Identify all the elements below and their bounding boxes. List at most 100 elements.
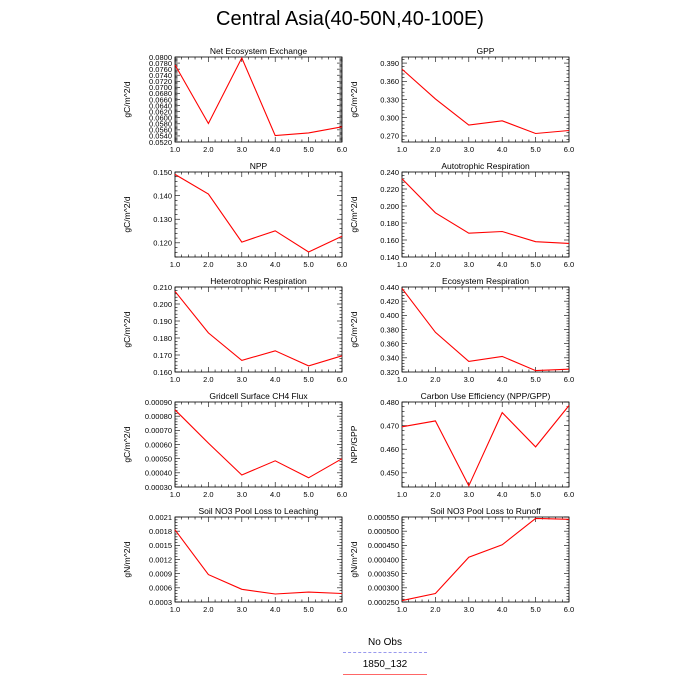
x-tick-label: 3.0 bbox=[464, 260, 474, 269]
x-tick-label: 3.0 bbox=[237, 490, 247, 499]
series-line bbox=[401, 288, 570, 372]
y-tick-label: 0.480 bbox=[380, 398, 399, 407]
x-tick-label: 1.0 bbox=[170, 145, 180, 154]
y-tick-label: 0.0021 bbox=[149, 513, 172, 522]
y-tick-label: 0.0700 bbox=[149, 83, 172, 92]
x-tick-label: 1.0 bbox=[170, 260, 180, 269]
x-tick-label: 5.0 bbox=[303, 145, 313, 154]
y-tick-label: 0.390 bbox=[380, 59, 399, 68]
y-tick-label: 0.300 bbox=[380, 114, 399, 123]
y-axis-label: gC/m^2/d bbox=[122, 311, 132, 347]
panel-title: Autotrophic Respiration bbox=[441, 161, 530, 171]
y-tick-label: 0.0009 bbox=[149, 569, 172, 578]
y-tick-label: 0.140 bbox=[153, 191, 172, 200]
panel-title: NPP bbox=[250, 161, 268, 171]
y-tick-label: 0.150 bbox=[153, 168, 172, 177]
x-tick-label: 6.0 bbox=[564, 605, 574, 614]
plot-frame bbox=[174, 56, 343, 143]
x-tick-label: 5.0 bbox=[530, 375, 540, 384]
x-tick-label: 2.0 bbox=[430, 145, 440, 154]
panel-soil-no3-pool-loss-to-runoff: Soil NO3 Pool Loss to Runoff 1.0 2.0 3.0 4.0… bbox=[349, 506, 574, 614]
x-tick-label: 5.0 bbox=[530, 490, 540, 499]
plot-frame bbox=[401, 516, 570, 603]
y-axis-label: NPP/GPP bbox=[349, 425, 359, 463]
series-line bbox=[174, 290, 343, 367]
y-tick-label: 0.00030 bbox=[145, 483, 172, 492]
x-tick-label: 6.0 bbox=[337, 260, 347, 269]
y-tick-label: 0.360 bbox=[380, 339, 399, 348]
y-axis-label: gC/m^2/d bbox=[122, 426, 132, 462]
plot-frame bbox=[174, 401, 343, 488]
y-tick-label: 0.0800 bbox=[149, 53, 172, 62]
x-tick-label: 6.0 bbox=[337, 375, 347, 384]
y-tick-label: 0.120 bbox=[153, 239, 172, 248]
y-axis-label: gC/m^2/d bbox=[122, 196, 132, 232]
y-tick-label: 0.200 bbox=[153, 300, 172, 309]
x-tick-label: 6.0 bbox=[564, 145, 574, 154]
x-tick-label: 1.0 bbox=[397, 145, 407, 154]
x-tick-label: 3.0 bbox=[237, 260, 247, 269]
y-tick-label: 0.0580 bbox=[149, 120, 172, 129]
y-tick-label: 0.0760 bbox=[149, 65, 172, 74]
x-tick-label: 6.0 bbox=[564, 260, 574, 269]
series-line bbox=[401, 405, 570, 488]
y-tick-label: 0.380 bbox=[380, 325, 399, 334]
y-tick-label: 0.0012 bbox=[149, 555, 172, 564]
x-tick-label: 2.0 bbox=[430, 605, 440, 614]
y-tick-label: 0.000550 bbox=[368, 513, 399, 522]
x-tick-label: 2.0 bbox=[430, 490, 440, 499]
y-tick-label: 0.0680 bbox=[149, 89, 172, 98]
y-axis-label: gC/m^2/d bbox=[122, 81, 132, 117]
y-tick-label: 0.140 bbox=[380, 253, 399, 262]
x-tick-label: 4.0 bbox=[497, 145, 507, 154]
y-tick-label: 0.0520 bbox=[149, 138, 172, 147]
series-line bbox=[174, 409, 343, 479]
panel-title: Soil NO3 Pool Loss to Leaching bbox=[198, 506, 318, 516]
y-tick-label: 0.210 bbox=[153, 283, 172, 292]
x-tick-label: 3.0 bbox=[237, 145, 247, 154]
x-tick-label: 6.0 bbox=[337, 605, 347, 614]
plot-frame bbox=[174, 516, 343, 603]
x-tick-label: 2.0 bbox=[203, 605, 213, 614]
x-tick-label: 3.0 bbox=[464, 145, 474, 154]
y-tick-label: 0.0640 bbox=[149, 101, 172, 110]
y-tick-label: 0.000250 bbox=[368, 598, 399, 607]
x-tick-label: 5.0 bbox=[530, 260, 540, 269]
x-tick-label: 6.0 bbox=[337, 490, 347, 499]
y-tick-label: 0.00060 bbox=[145, 440, 172, 449]
x-tick-label: 3.0 bbox=[237, 605, 247, 614]
y-tick-label: 0.0540 bbox=[149, 132, 172, 141]
y-tick-label: 0.170 bbox=[153, 351, 172, 360]
y-tick-label: 0.220 bbox=[380, 185, 399, 194]
series-line bbox=[401, 178, 570, 244]
x-tick-label: 5.0 bbox=[303, 375, 313, 384]
y-tick-label: 0.00080 bbox=[145, 412, 172, 421]
y-tick-label: 0.0003 bbox=[149, 598, 172, 607]
plot-frame bbox=[401, 401, 570, 488]
y-tick-label: 0.270 bbox=[380, 132, 399, 141]
y-tick-label: 0.00070 bbox=[145, 426, 172, 435]
panel-carbon-use-efficiency-npp-gpp: Carbon Use Efficiency (NPP/GPP) 1.0 2.0 3.0… bbox=[349, 391, 574, 499]
y-tick-label: 0.0006 bbox=[149, 584, 172, 593]
series-line bbox=[174, 173, 343, 253]
y-tick-label: 0.360 bbox=[380, 77, 399, 86]
x-tick-label: 2.0 bbox=[430, 375, 440, 384]
x-tick-label: 4.0 bbox=[270, 260, 280, 269]
x-tick-label: 6.0 bbox=[564, 375, 574, 384]
y-tick-label: 0.0015 bbox=[149, 541, 172, 550]
y-tick-label: 0.0600 bbox=[149, 114, 172, 123]
panel-autotrophic-respiration: Autotrophic Respiration 1.0 2.0 3.0 4.0 5.0 6.… bbox=[349, 161, 574, 269]
y-axis-label: gC/m^2/d bbox=[349, 81, 359, 117]
y-tick-label: 0.420 bbox=[380, 297, 399, 306]
y-tick-label: 0.0620 bbox=[149, 107, 172, 116]
x-tick-label: 2.0 bbox=[203, 490, 213, 499]
page-title: Central Asia(40-50N,40-100E) bbox=[216, 8, 484, 30]
plot-frame bbox=[401, 56, 570, 143]
y-axis-label: gN/m^2/d bbox=[122, 541, 132, 577]
y-tick-label: 0.0780 bbox=[149, 59, 172, 68]
y-tick-label: 0.240 bbox=[380, 168, 399, 177]
panel-title: Heterotrophic Respiration bbox=[210, 276, 307, 286]
x-tick-label: 2.0 bbox=[430, 260, 440, 269]
panel-title: Net Ecosystem Exchange bbox=[210, 46, 308, 56]
